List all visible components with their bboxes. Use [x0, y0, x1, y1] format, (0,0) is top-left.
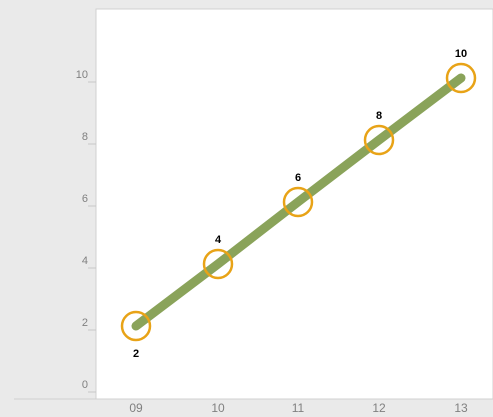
- x-tick-label: 10: [211, 401, 225, 415]
- data-labels: 2 4 6 8 10: [133, 48, 467, 360]
- x-tick-label: 09: [129, 401, 143, 415]
- y-tick-label: 4: [82, 255, 88, 267]
- x-axis-ticks: 09 10 11 12 13: [129, 401, 468, 415]
- y-tick-label: 0: [82, 379, 88, 391]
- y-tick-label: 10: [76, 69, 88, 81]
- series-markers: [120, 62, 477, 342]
- data-label: 4: [215, 234, 222, 246]
- data-point-marker: [202, 248, 234, 280]
- series-lines: [131, 73, 466, 331]
- data-point-marker: [445, 62, 477, 94]
- y-axis-ticks: 0 2 4 6 8 10: [76, 69, 96, 393]
- series-line: [131, 73, 466, 331]
- data-label: 8: [376, 110, 382, 122]
- x-tick-label: 13: [454, 401, 468, 415]
- y-tick-label: 8: [82, 131, 88, 143]
- data-point-marker: [282, 186, 314, 218]
- data-label: 6: [295, 172, 301, 184]
- data-label: 2: [133, 348, 139, 360]
- data-label: 10: [455, 48, 467, 60]
- x-tick-label: 11: [292, 401, 305, 415]
- y-tick-label: 2: [82, 317, 88, 329]
- x-tick-label: 12: [372, 401, 386, 415]
- data-point-marker: [363, 124, 395, 156]
- data-point-marker: [120, 310, 152, 342]
- y-tick-label: 6: [82, 193, 88, 205]
